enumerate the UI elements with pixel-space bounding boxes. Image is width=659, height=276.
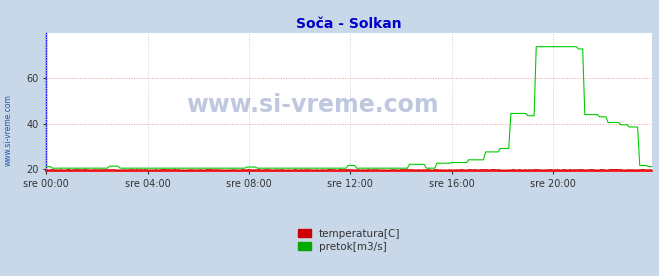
- Legend: temperatura[C], pretok[m3/s]: temperatura[C], pretok[m3/s]: [298, 229, 401, 252]
- Title: Soča - Solkan: Soča - Solkan: [297, 17, 402, 31]
- Text: www.si-vreme.com: www.si-vreme.com: [3, 94, 13, 166]
- Text: www.si-vreme.com: www.si-vreme.com: [186, 93, 439, 117]
